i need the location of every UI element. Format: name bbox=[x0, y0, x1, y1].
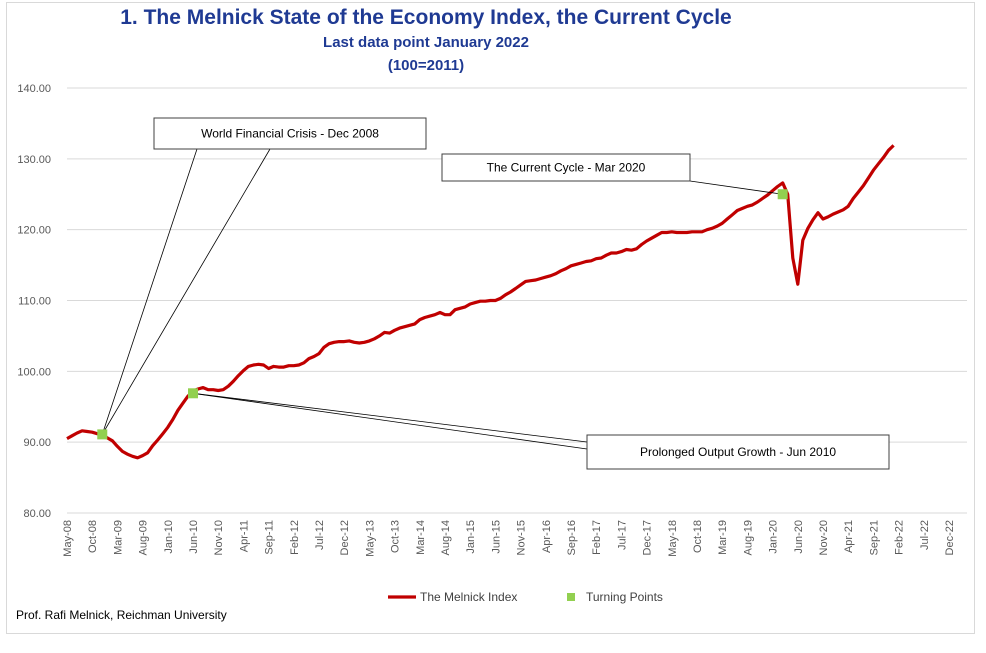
x-tick-label: Apr-16 bbox=[541, 520, 553, 553]
y-tick-label: 120.00 bbox=[17, 225, 51, 237]
annotation-leader-line bbox=[101, 148, 271, 435]
legend-label-turning: Turning Points bbox=[586, 590, 663, 604]
x-tick-label: Feb-17 bbox=[591, 520, 603, 555]
x-tick-label: Jan-15 bbox=[465, 520, 477, 554]
legend-marker-swatch bbox=[567, 593, 575, 601]
x-tick-label: Nov-15 bbox=[516, 520, 528, 555]
x-tick-label: Jun-10 bbox=[188, 520, 200, 554]
x-tick-label: May-18 bbox=[667, 520, 679, 557]
chart-frame bbox=[6, 2, 975, 634]
annotation-text: Prolonged Output Growth - Jun 2010 bbox=[640, 445, 836, 459]
x-tick-label: Oct-18 bbox=[692, 520, 704, 553]
annotation-box bbox=[153, 117, 427, 150]
x-tick-label: Mar-14 bbox=[415, 520, 427, 555]
x-tick-label: Jul-12 bbox=[314, 520, 326, 550]
x-tick-label: Jul-22 bbox=[919, 520, 931, 550]
x-tick-label: Dec-22 bbox=[944, 520, 956, 555]
turning-point-marker bbox=[777, 189, 788, 200]
x-tick-label: Apr-11 bbox=[238, 520, 250, 552]
annotation-leader-line bbox=[689, 180, 783, 195]
y-tick-label: 130.00 bbox=[17, 154, 51, 166]
y-tick-label: 140.00 bbox=[17, 83, 51, 95]
x-tick-label: Oct-08 bbox=[87, 520, 99, 553]
annotation-leader-line bbox=[192, 392, 588, 450]
x-tick-label: Jun-20 bbox=[793, 520, 805, 554]
x-tick-label: Dec-17 bbox=[642, 520, 654, 555]
x-tick-label: Oct-13 bbox=[390, 520, 402, 553]
x-tick-label: Jul-17 bbox=[616, 520, 628, 550]
chart-subtitle-base: (100=2011) bbox=[387, 57, 465, 74]
y-tick-label: 100.00 bbox=[17, 366, 51, 378]
melnick-index-line bbox=[66, 144, 895, 460]
x-tick-label: Jun-15 bbox=[490, 520, 502, 554]
annotation-text: World Financial Crisis - Dec 2008 bbox=[201, 127, 379, 141]
annotation-box bbox=[441, 153, 691, 182]
x-tick-label: May-08 bbox=[62, 520, 74, 557]
x-tick-label: Apr-21 bbox=[843, 520, 855, 553]
turning-point-marker bbox=[97, 429, 108, 440]
x-tick-label: Aug-19 bbox=[742, 520, 754, 555]
x-tick-label: Mar-09 bbox=[112, 520, 124, 555]
x-tick-label: Aug-14 bbox=[440, 520, 452, 555]
annotation-box bbox=[586, 434, 890, 470]
y-tick-label: 80.00 bbox=[23, 508, 51, 520]
x-tick-label: Jan-10 bbox=[163, 520, 175, 554]
annotation-leader-line bbox=[192, 392, 588, 443]
x-tick-label: May-13 bbox=[364, 520, 376, 557]
chart-subtitle: Last data point January 2022 bbox=[323, 34, 529, 51]
x-tick-label: Aug-09 bbox=[138, 520, 150, 555]
annotation-leader-line bbox=[101, 148, 198, 435]
y-tick-label: 90.00 bbox=[23, 437, 51, 449]
x-tick-label: Sep-16 bbox=[566, 520, 578, 555]
x-tick-label: Mar-19 bbox=[717, 520, 729, 555]
x-tick-label: Sep-21 bbox=[868, 520, 880, 555]
x-tick-label: Sep-11 bbox=[264, 520, 276, 555]
x-tick-label: Dec-12 bbox=[339, 520, 351, 555]
credit-text: Prof. Rafi Melnick, Reichman University bbox=[16, 608, 227, 622]
y-tick-label: 110.00 bbox=[18, 296, 51, 308]
x-tick-label: Nov-20 bbox=[818, 520, 830, 555]
legend-label-index: The Melnick Index bbox=[420, 590, 517, 604]
x-tick-label: Jan-20 bbox=[768, 520, 780, 554]
annotation-text: The Current Cycle - Mar 2020 bbox=[487, 161, 646, 175]
turning-point-marker bbox=[188, 388, 198, 399]
chart-title: 1. The Melnick State of the Economy Inde… bbox=[120, 6, 732, 29]
x-tick-label: Feb-12 bbox=[289, 520, 301, 555]
x-tick-label: Nov-10 bbox=[213, 520, 225, 555]
x-tick-label: Feb-22 bbox=[894, 520, 906, 555]
